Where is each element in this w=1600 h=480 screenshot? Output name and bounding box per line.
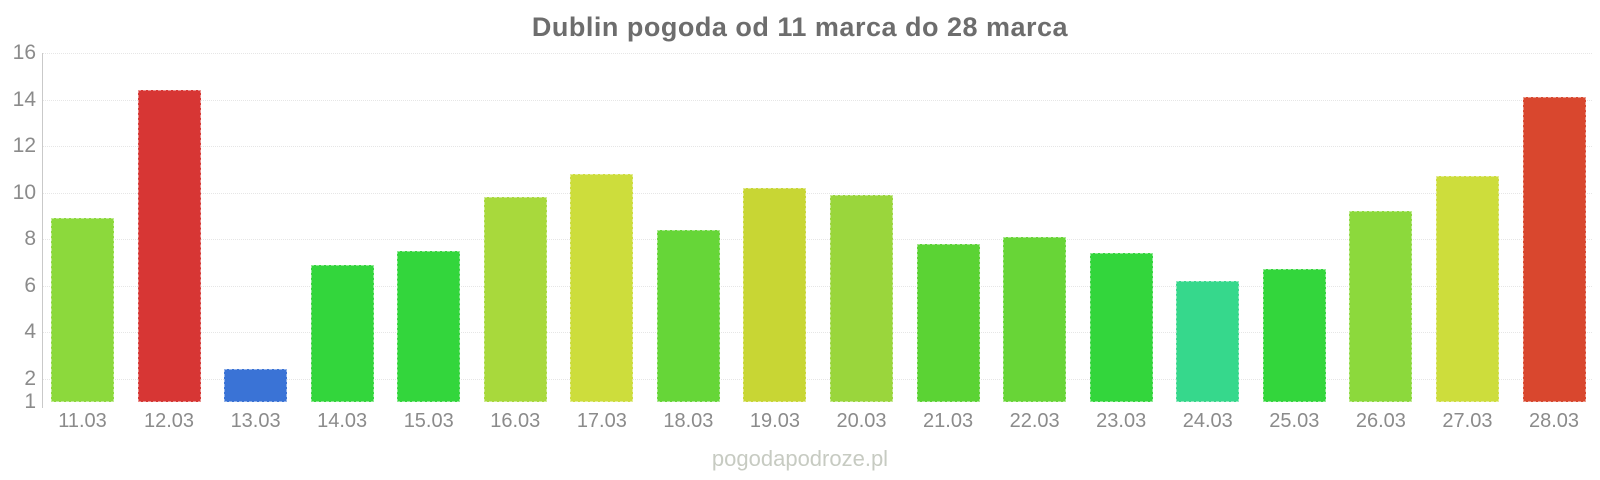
bar-26.03[interactable]: [1349, 211, 1413, 402]
bar-15.03[interactable]: [397, 250, 461, 402]
x-axis-label-17.03: 17.03: [576, 410, 627, 432]
y-axis-label-14: 14: [12, 87, 36, 111]
bar-14.03[interactable]: [310, 264, 374, 402]
x-axis-label-21.03: 21.03: [923, 410, 974, 432]
x-axis-label-19.03: 19.03: [749, 410, 800, 432]
x-axis-label-15.03: 15.03: [403, 410, 454, 432]
bar-18.03[interactable]: [656, 229, 720, 402]
y-axis-label-2: 2: [24, 366, 36, 390]
x-axis-label-12.03: 12.03: [144, 410, 195, 432]
bar-22.03[interactable]: [1003, 236, 1067, 402]
y-axis-label-16: 16: [12, 41, 36, 64]
x-axis-label-24.03: 24.03: [1182, 410, 1233, 432]
bar-21.03[interactable]: [916, 243, 980, 402]
bar-12.03[interactable]: [137, 90, 201, 402]
y-axis-label-1: 1: [24, 390, 36, 413]
x-axis-label-14.03: 14.03: [317, 410, 368, 432]
x-axis-label-11.03: 11.03: [58, 410, 107, 432]
chart-title: Dublin pogoda od 11 marca do 28 marca: [531, 12, 1069, 42]
watermark: pogodapodroze.pl: [711, 446, 889, 471]
x-axis-label-25.03: 25.03: [1269, 410, 1320, 432]
bar-17.03[interactable]: [570, 173, 634, 402]
gridline-6: [42, 285, 1592, 287]
x-axis-label-16.03: 16.03: [490, 410, 541, 432]
y-axis-label-10: 10: [12, 180, 36, 204]
x-axis-label-20.03: 20.03: [836, 410, 887, 432]
gridline-2: [42, 378, 1592, 380]
bar-20.03[interactable]: [830, 194, 894, 402]
gridline-10: [42, 192, 1592, 194]
x-axis-label-23.03: 23.03: [1096, 410, 1147, 432]
y-axis-label-6: 6: [24, 273, 36, 297]
y-axis-label-4: 4: [24, 320, 36, 344]
bar-23.03[interactable]: [1089, 253, 1153, 402]
bar-11.03[interactable]: [51, 218, 114, 402]
bar-25.03[interactable]: [1262, 269, 1326, 402]
bar-16.03[interactable]: [483, 197, 547, 402]
gridline-8: [42, 239, 1592, 241]
bar-13.03[interactable]: [224, 369, 288, 402]
gridline-12: [42, 146, 1592, 148]
x-axis-label-18.03: 18.03: [663, 410, 714, 432]
x-axis-label-27.03: 27.03: [1442, 410, 1493, 432]
gridline-14: [42, 99, 1592, 101]
bar-24.03[interactable]: [1176, 281, 1240, 402]
gridline-16: [42, 53, 1592, 54]
y-axis-line: [42, 53, 43, 408]
x-axis-label-26.03: 26.03: [1355, 410, 1406, 432]
x-axis-label-13.03: 13.03: [230, 410, 281, 432]
x-axis-label-22.03: 22.03: [1009, 410, 1060, 432]
x-axis-label-28.03: 28.03: [1528, 410, 1580, 432]
gridline-4: [42, 332, 1592, 334]
bar-27.03[interactable]: [1435, 176, 1499, 402]
bar-28.03[interactable]: [1522, 97, 1586, 402]
y-axis-label-8: 8: [24, 227, 36, 251]
y-axis-label-12: 12: [12, 134, 36, 158]
bar-19.03[interactable]: [743, 187, 807, 402]
